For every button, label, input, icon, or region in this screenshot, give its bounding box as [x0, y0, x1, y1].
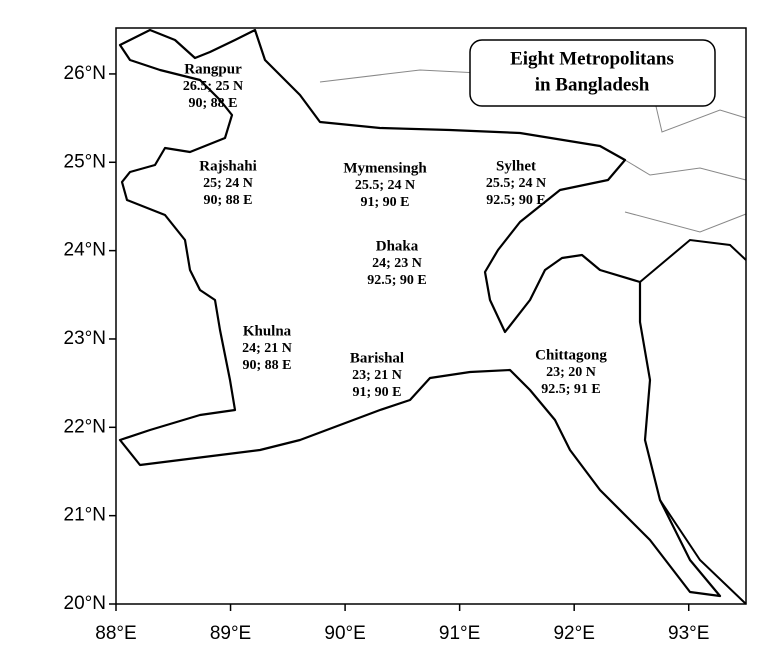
city-lat: 24; 21 N [242, 341, 292, 356]
x-tick-label: 91°E [439, 623, 480, 644]
city-lat: 23; 21 N [352, 368, 402, 383]
title-line: Eight Metropolitans [510, 48, 674, 69]
y-tick-label: 20°N [64, 593, 106, 614]
y-tick-label: 26°N [64, 63, 106, 84]
y-tick-label: 23°N [64, 328, 106, 349]
city-name: Khulna [243, 323, 292, 339]
x-tick-label: 90°E [324, 623, 365, 644]
city-lat: 24; 23 N [372, 256, 422, 271]
city-lon: 91; 90 E [361, 195, 410, 210]
city-lon: 92.5; 90 E [486, 193, 546, 208]
city-lon: 91; 90 E [353, 385, 402, 400]
city-name: Rangpur [184, 61, 242, 77]
x-tick-label: 93°E [668, 623, 709, 644]
y-tick-label: 25°N [64, 151, 106, 172]
y-tick-label: 24°N [64, 240, 106, 261]
title-box [469, 39, 716, 107]
city-lat: 25.5; 24 N [486, 176, 546, 191]
city-name: Rajshahi [199, 158, 257, 174]
city-lon: 90; 88 E [243, 358, 292, 373]
x-tick-label: 89°E [210, 623, 251, 644]
east-border [639, 238, 747, 605]
y-tick-label: 21°N [64, 505, 106, 526]
city-name: Sylhet [496, 158, 536, 174]
city-lat: 26.5; 25 N [183, 79, 243, 94]
city-lon: 92.5; 90 E [367, 273, 427, 288]
city-lon: 90; 88 E [189, 96, 238, 111]
city-lon: 90; 88 E [204, 193, 253, 208]
city-name: Chittagong [535, 347, 607, 363]
city-lat: 25; 24 N [203, 176, 253, 191]
coastline-border [118, 28, 722, 598]
city-name: Barishal [350, 350, 404, 366]
city-lat: 23; 20 N [546, 365, 596, 380]
city-lat: 25.5; 24 N [355, 178, 415, 193]
x-tick-label: 88°E [95, 623, 136, 644]
y-tick-label: 22°N [64, 416, 106, 437]
city-name: Dhaka [376, 238, 419, 254]
city-lon: 92.5; 91 E [541, 382, 601, 397]
city-name: Mymensingh [343, 160, 427, 176]
plot-frame [115, 27, 747, 605]
title-line: in Bangladesh [535, 74, 650, 95]
x-tick-label: 92°E [553, 623, 594, 644]
